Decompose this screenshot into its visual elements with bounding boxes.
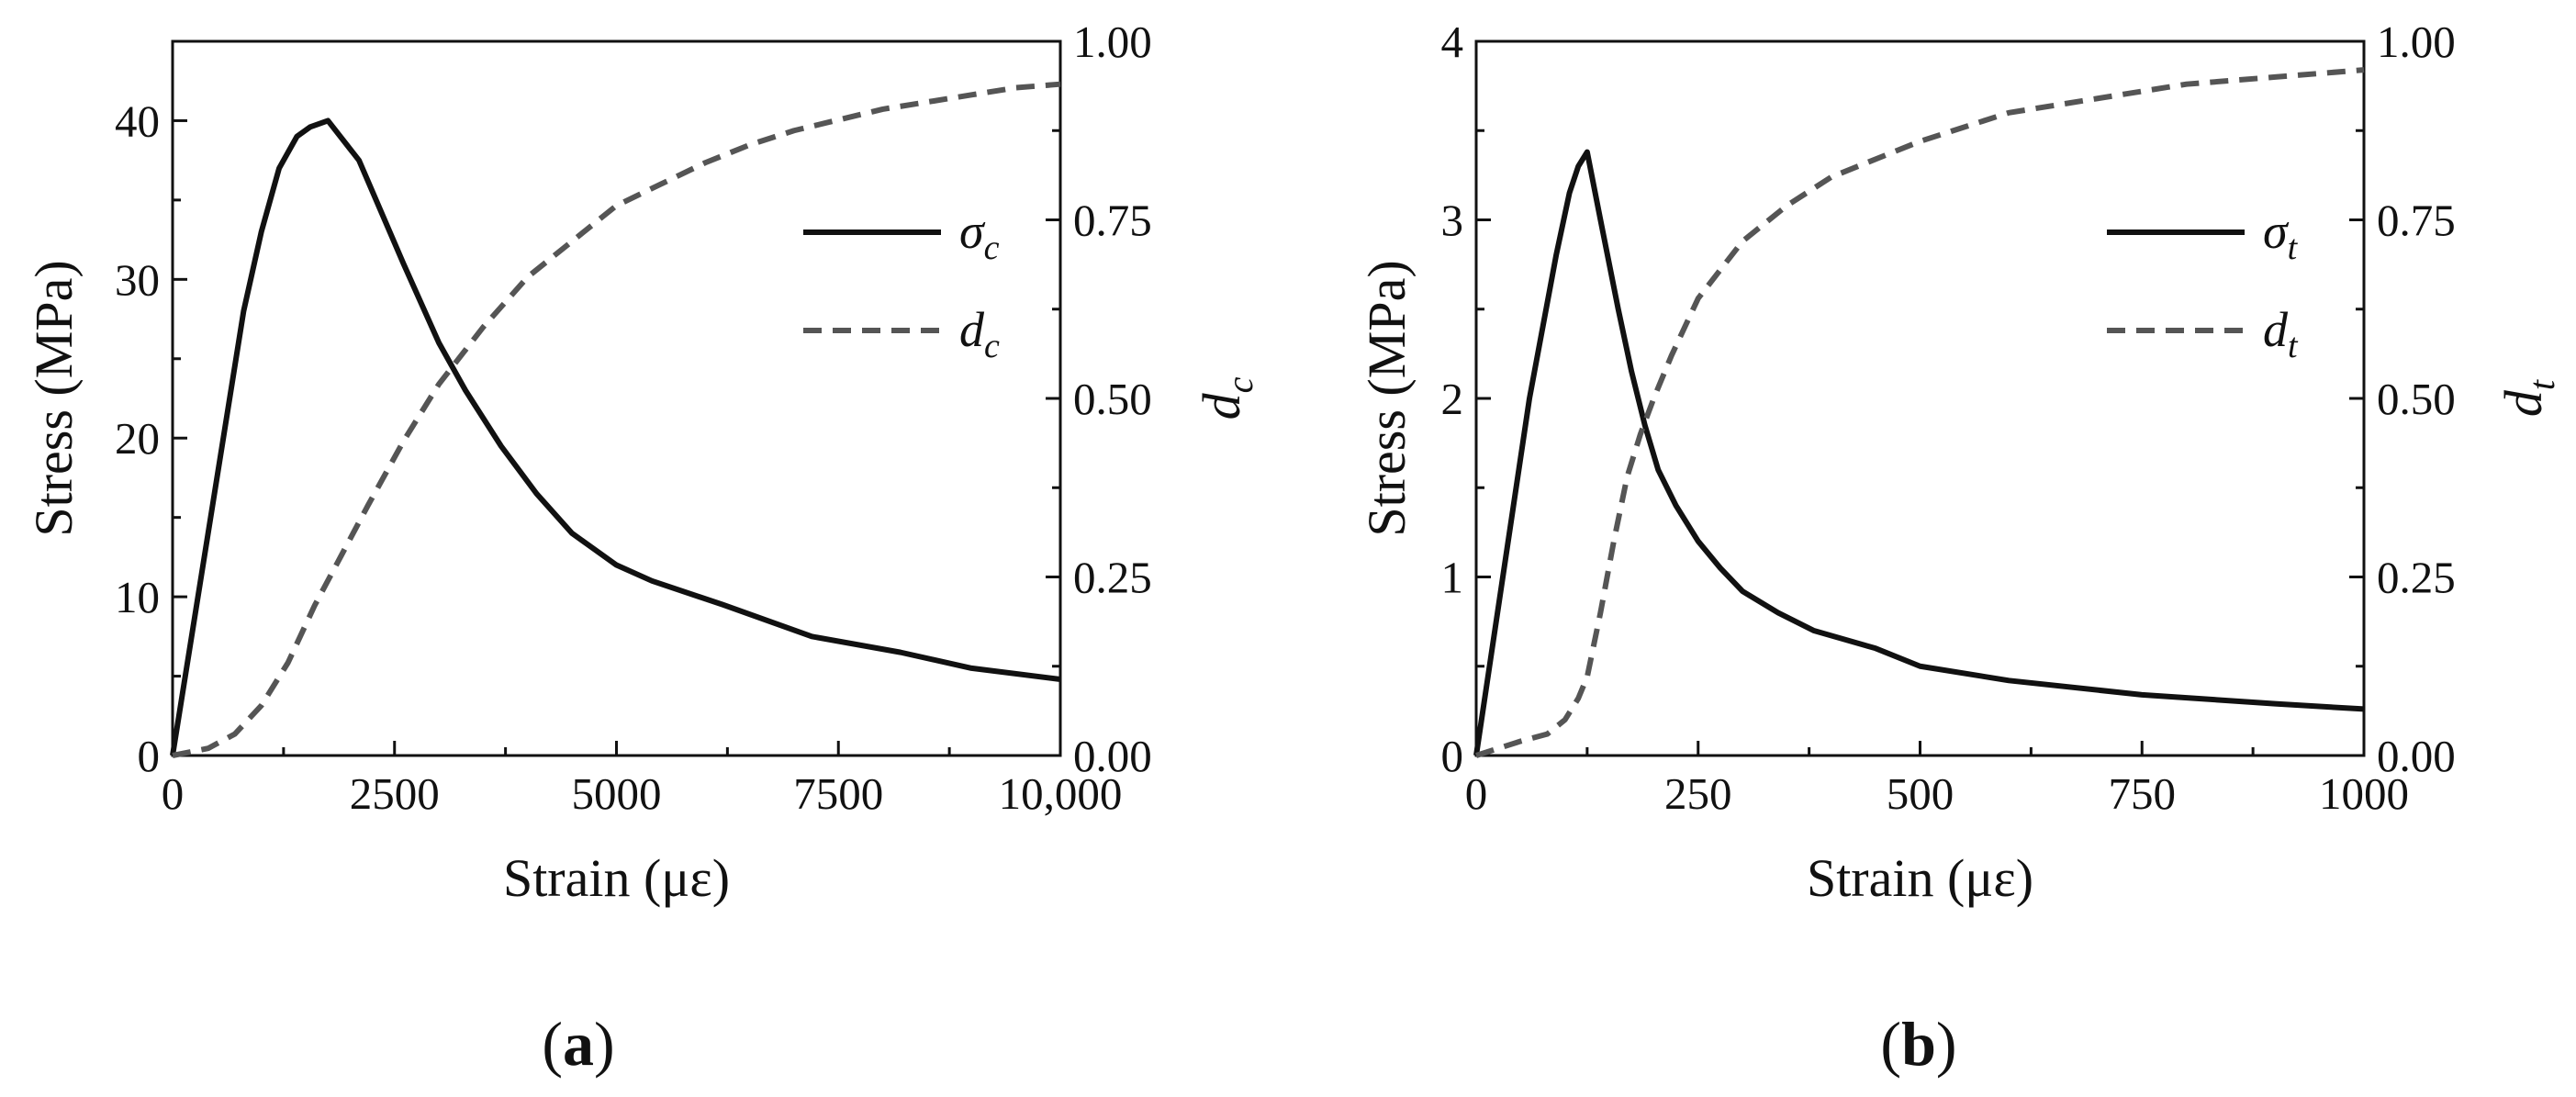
y2-tick-label: 0.75 [1073,196,1152,246]
x-axis-title: Strain (με) [503,848,730,908]
x-tick-label: 1000 [2319,768,2409,819]
y2-tick-label: 0.25 [2377,553,2456,603]
y-tick-label: 0 [1441,731,1464,781]
y2-tick-label: 1.00 [2377,17,2456,67]
y-tick-label: 2 [1441,374,1464,424]
y2-tick-label: 0.25 [1073,553,1152,603]
y2-tick-label: 1.00 [1073,17,1152,67]
y-tick-label: 1 [1441,553,1464,603]
x-tick-label: 7500 [793,768,883,819]
y-tick-label: 10 [115,572,160,622]
x-tick-label: 250 [1664,768,1732,819]
series-line-sigma-t [1473,149,2365,756]
y2-axis-title: dc [1192,376,1260,420]
x-axis-title: Strain (με) [1807,848,2033,908]
x-tick-label: 10,000 [999,768,1123,819]
series-line-d-t [1475,67,2365,758]
y-tick-label: 40 [115,95,160,146]
y-tick-label: 0 [138,731,161,781]
plot-frame [171,39,1062,757]
x-tick-label: 750 [2109,768,2177,819]
legend-label: σc [959,204,1000,267]
y2-tick-label: 0.00 [2377,731,2456,781]
y-tick-label: 20 [115,413,160,464]
x-tick-label: 0 [1465,768,1488,819]
y-axis-title: Stress (MPa) [24,260,84,536]
y-tick-label: 3 [1441,196,1464,246]
y2-tick-label: 0.50 [2377,374,2456,424]
legend-label: σt [2263,204,2299,267]
x-tick-label: 500 [1887,768,1954,819]
y2-tick-label: 0.50 [1073,374,1152,424]
chart-panel-b: 0 250 500 750 1000 0 1 2 3 4 0.00 0.25 0.50 0.75 1.00 S… [1357,17,2562,1079]
y-tick-label: 30 [115,254,160,305]
legend-label: dc [959,302,1000,365]
panel-label: (b) [1880,1009,1956,1079]
x-tick-label: 2500 [350,768,440,819]
plot-frame [1474,39,2366,757]
y2-tick-label: 0.00 [1073,731,1152,781]
x-tick-label: 0 [162,768,185,819]
y2-axis-title: dt [2493,379,2562,417]
legend-label: dt [2263,302,2299,365]
y-tick-label: 4 [1441,17,1464,67]
series-line-d-c [172,81,1061,758]
panel-label: (a) [542,1009,614,1079]
y-axis-title: Stress (MPa) [1357,260,1417,536]
x-tick-label: 5000 [572,768,662,819]
y2-tick-label: 0.75 [2377,196,2456,246]
series-line-sigma-c [170,118,1061,756]
chart-panel-a: 0 2500 5000 7500 10,000 0 10 20 30 40 0.00 0.25 0.50… [24,17,1260,1079]
